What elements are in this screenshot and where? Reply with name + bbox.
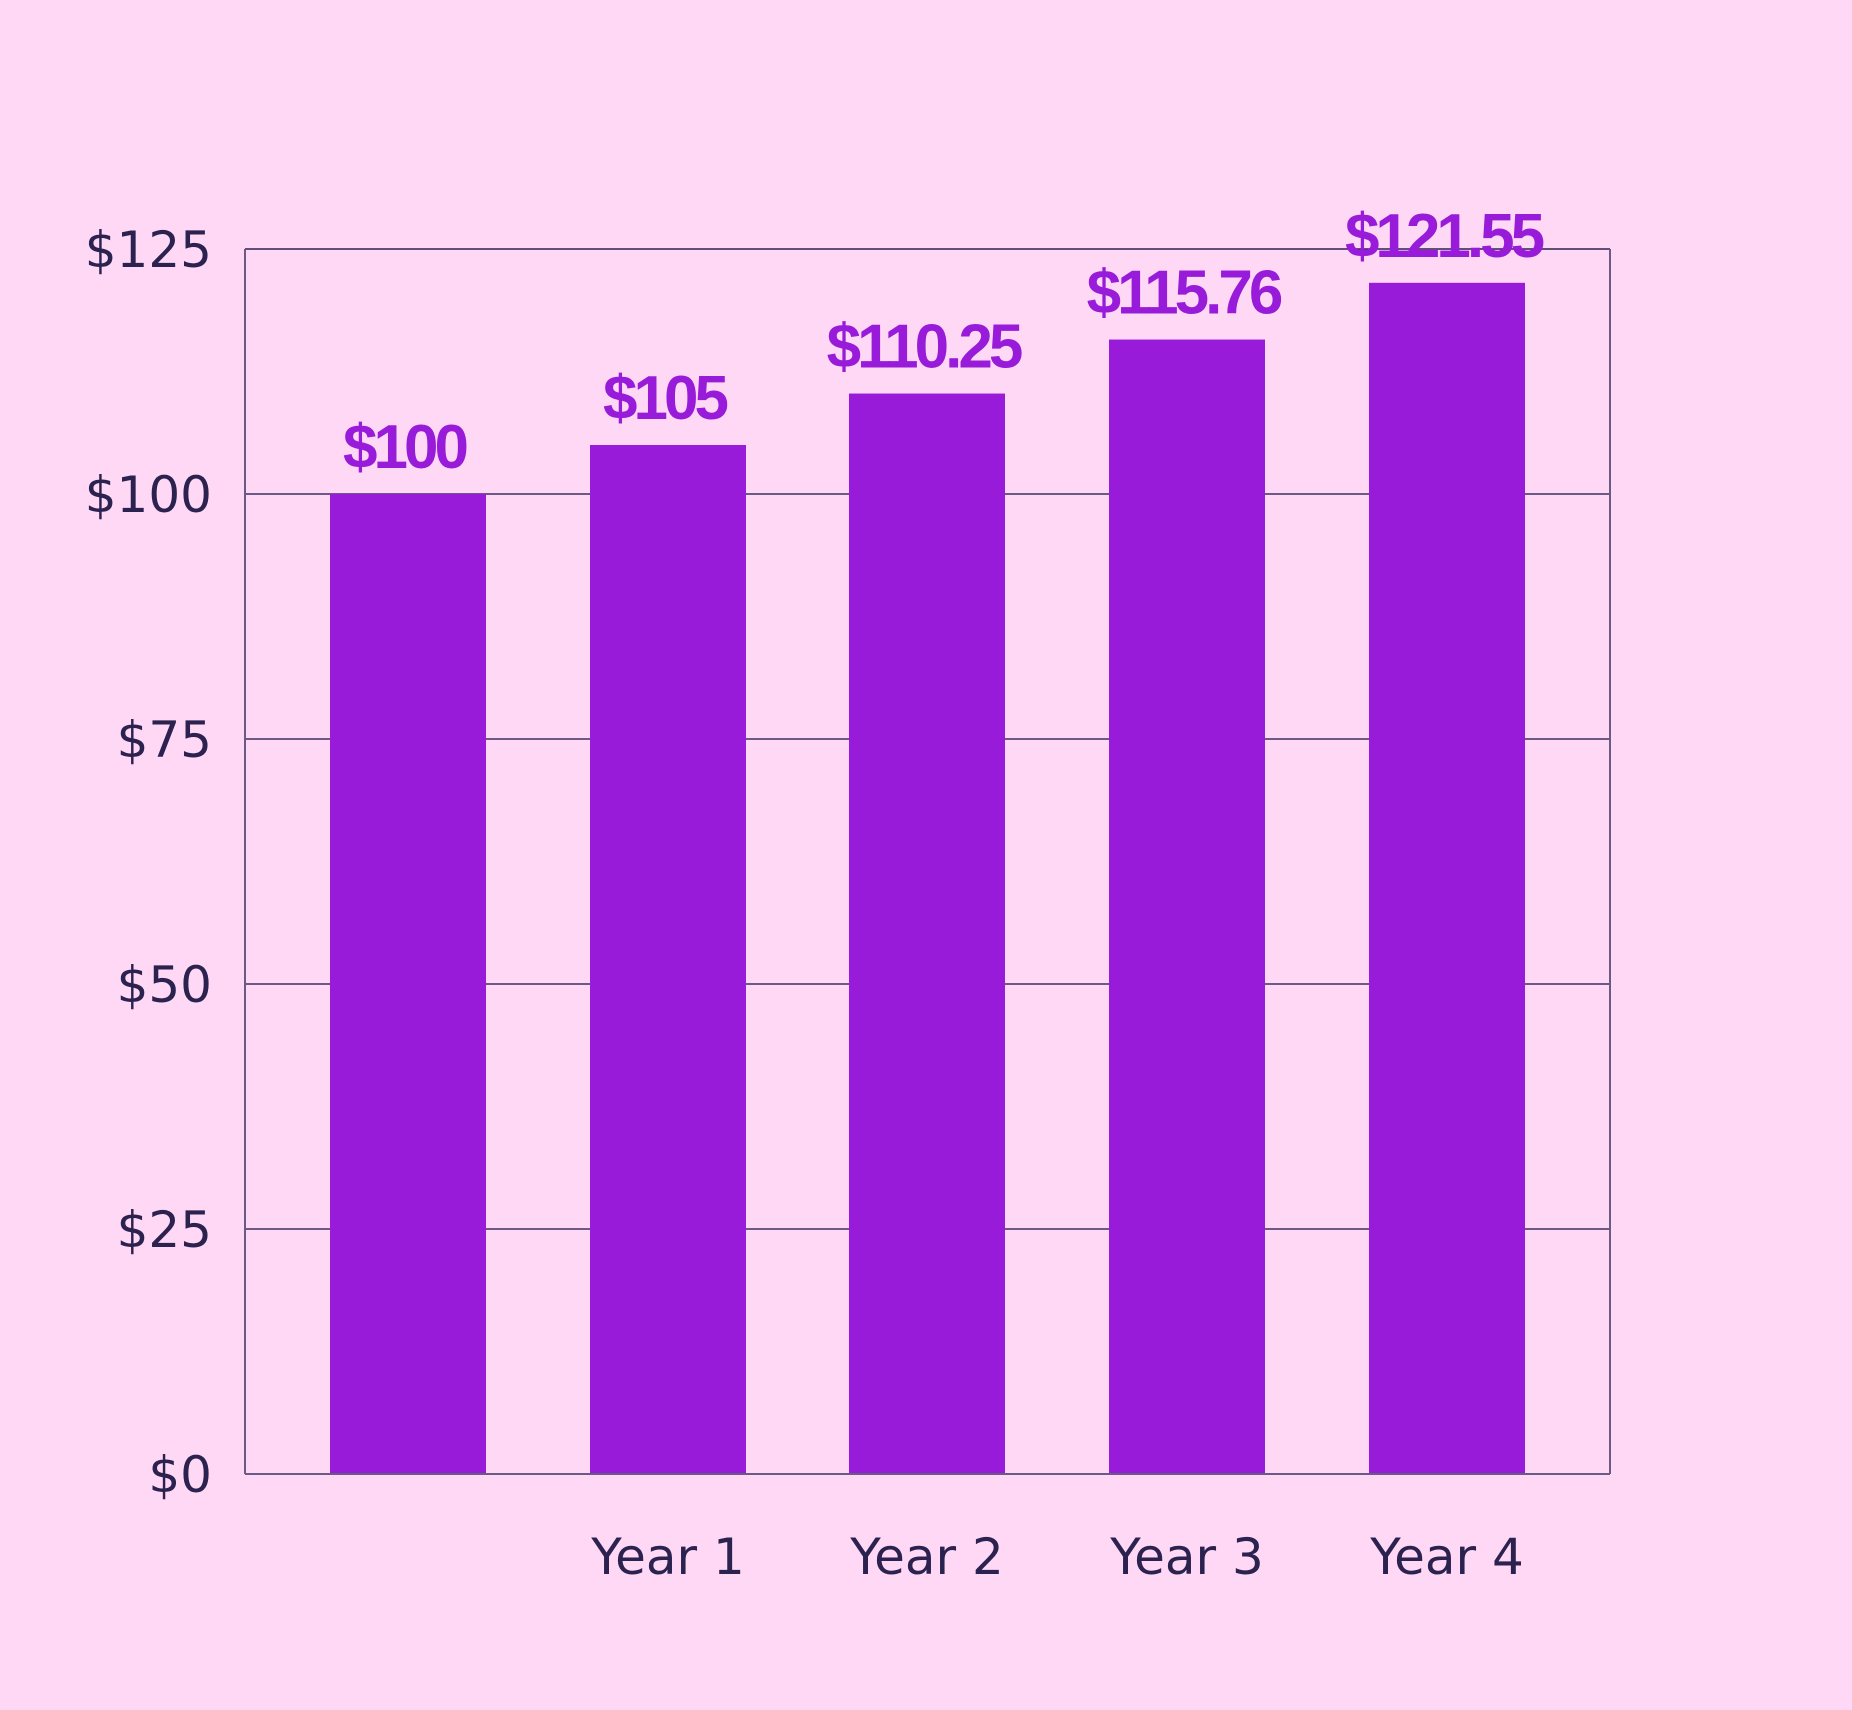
bar-2 [849, 393, 1005, 1474]
y-tick-label-0: $0 [148, 1446, 212, 1504]
data-label-0: $100 [343, 413, 466, 482]
bar-3 [1109, 339, 1265, 1474]
y-tick-label-2: $50 [117, 956, 212, 1014]
x-tick-label-4: Year 4 [1369, 1528, 1524, 1586]
y-tick-label-1: $25 [117, 1201, 212, 1259]
y-tick-label-5: $125 [85, 221, 212, 279]
bar-0 [330, 494, 486, 1474]
data-labels: $100 $105 $110.25 $115.76 $121.55 [343, 202, 1548, 482]
y-axis-tick-labels: $0 $25 $50 $75 $100 $125 [85, 221, 212, 1504]
x-tick-label-2: Year 2 [849, 1528, 1004, 1586]
y-tick-label-4: $100 [85, 466, 212, 524]
data-label-1: $105 [603, 364, 727, 433]
bar-1 [590, 445, 746, 1474]
plot-frame [244, 248, 1611, 1475]
x-axis-tick-labels: Year 1 Year 2 Year 3 Year 4 [590, 1528, 1524, 1586]
y-tick-label-3: $75 [117, 711, 212, 769]
data-label-4: $121.55 [1345, 202, 1544, 271]
data-label-3: $115.76 [1087, 259, 1282, 328]
x-tick-label-3: Year 3 [1109, 1528, 1264, 1586]
bar-4 [1369, 282, 1525, 1474]
x-tick-label-1: Year 1 [590, 1528, 745, 1586]
data-label-2: $110.25 [827, 313, 1022, 382]
bars [330, 282, 1525, 1474]
